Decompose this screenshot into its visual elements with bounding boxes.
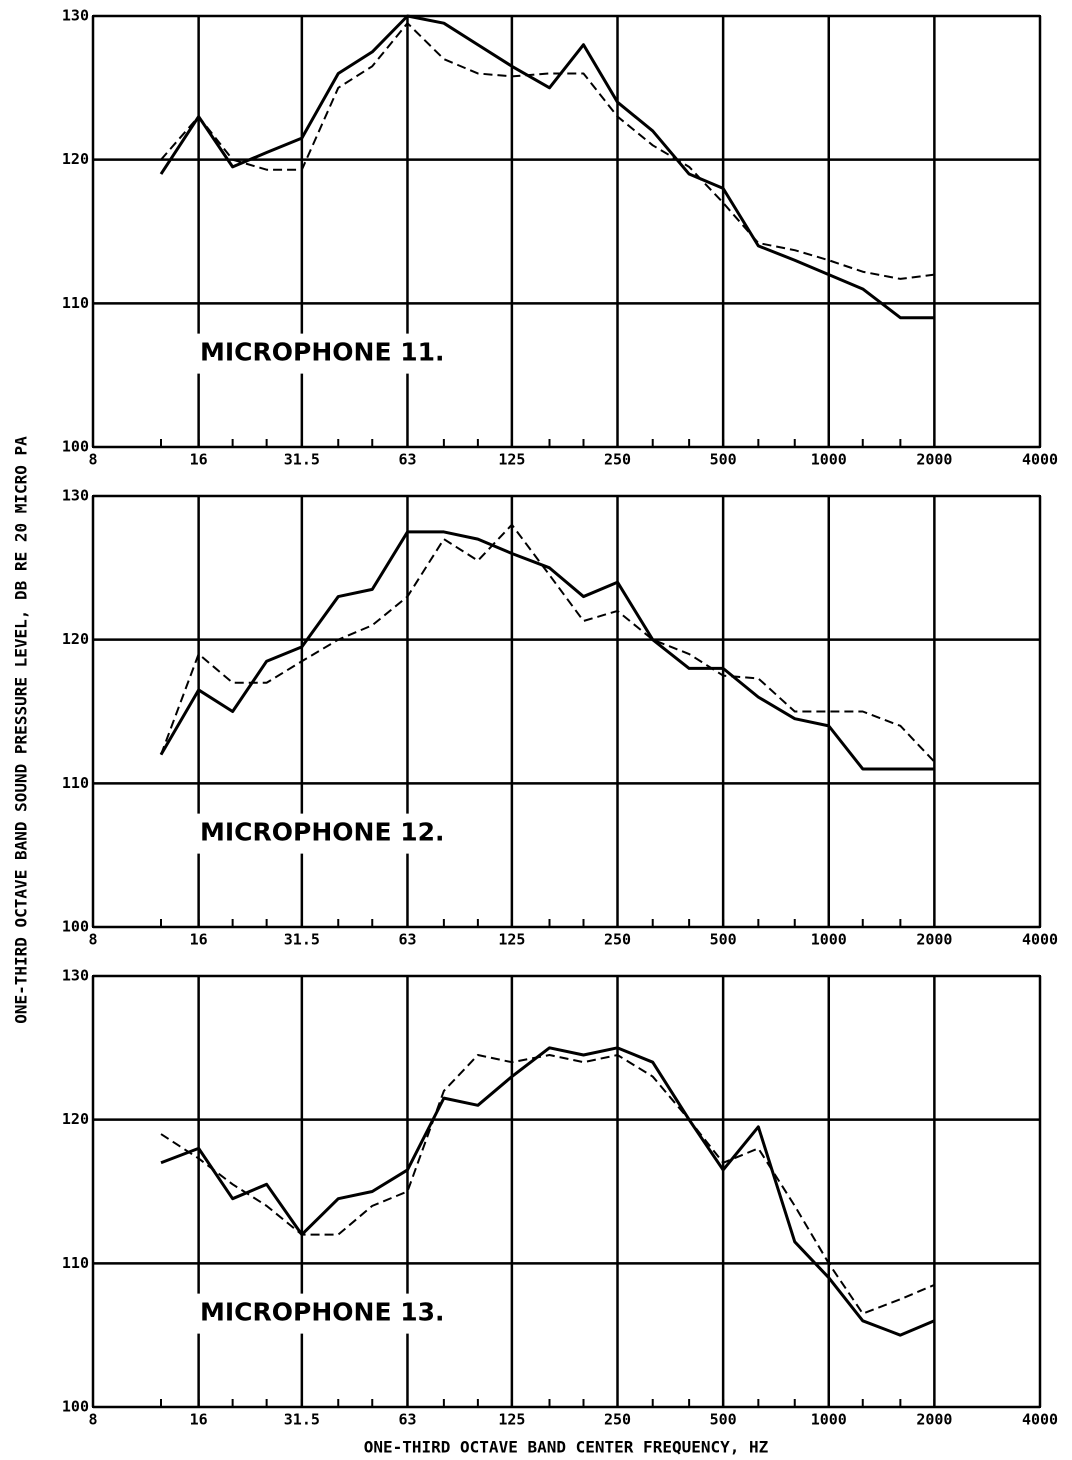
x-tick-label: 31.5 (284, 451, 320, 469)
x-tick-label: 500 (710, 931, 737, 949)
y-tick-label: 110 (62, 294, 89, 312)
x-tick-label: 31.5 (284, 931, 320, 949)
x-tick-label: 16 (190, 1411, 208, 1429)
x-tick-label: 1000 (811, 451, 847, 469)
x-tick-label: 125 (498, 1411, 525, 1429)
y-tick-label: 130 (62, 7, 89, 25)
x-tick-label: 8 (88, 451, 97, 469)
x-tick-label: 4000 (1022, 451, 1058, 469)
y-tick-label: 130 (62, 967, 89, 985)
x-tick-label: 4000 (1022, 1411, 1058, 1429)
y-tick-label: 100 (62, 1398, 89, 1416)
x-tick-label: 125 (498, 931, 525, 949)
data-line (160, 523, 936, 763)
x-tick-label: 250 (604, 1411, 631, 1429)
annotation: MICROPHONE 12. (200, 818, 445, 847)
y-tick-label: 120 (62, 150, 89, 168)
annotation-bg (190, 1293, 470, 1334)
data-line (159, 14, 935, 320)
x-tick-label: 1000 (811, 931, 847, 949)
x-tick-label: 500 (710, 451, 737, 469)
x-tick-label: 250 (604, 451, 631, 469)
data-line (160, 1046, 935, 1337)
y-tick-label: 100 (62, 918, 89, 936)
annotation-bg (190, 813, 470, 854)
x-axis-label: ONE-THIRD OCTAVE BAND CENTER FREQUENCY, … (364, 1438, 769, 1457)
y-tick-label: 110 (62, 774, 89, 792)
y-tick-label: 120 (62, 1110, 89, 1128)
plot-frame (92, 975, 1041, 1408)
data-line (160, 22, 935, 280)
x-tick-label: 63 (398, 931, 416, 949)
x-tick-label: 16 (190, 451, 208, 469)
annotation: MICROPHONE 11. (200, 338, 445, 367)
y-tick-label: 130 (62, 487, 89, 505)
x-tick-label: 2000 (916, 451, 952, 469)
plot-frame (92, 495, 1041, 928)
x-tick-label: 1000 (811, 1411, 847, 1429)
y-tick-label: 120 (62, 630, 89, 648)
x-tick-label: 8 (88, 1411, 97, 1429)
x-tick-label: 63 (398, 1411, 416, 1429)
x-tick-label: 2000 (916, 1411, 952, 1429)
y-tick-label: 100 (62, 438, 89, 456)
annotation-bg (190, 333, 470, 374)
x-tick-label: 2000 (916, 931, 952, 949)
x-tick-label: 31.5 (284, 1411, 320, 1429)
x-tick-label: 250 (604, 931, 631, 949)
x-tick-label: 500 (710, 1411, 737, 1429)
x-tick-label: 8 (88, 931, 97, 949)
x-tick-label: 63 (398, 451, 416, 469)
y-tick-label: 110 (62, 1254, 89, 1272)
plot-frame (92, 15, 1041, 448)
data-line (159, 530, 935, 771)
x-tick-label: 16 (190, 931, 208, 949)
data-line (160, 1054, 935, 1315)
x-tick-label: 125 (498, 451, 525, 469)
y-axis-label: ONE-THIRD OCTAVE BAND SOUND PRESSURE LEV… (12, 436, 31, 1024)
x-tick-label: 4000 (1022, 931, 1058, 949)
annotation: MICROPHONE 13. (200, 1298, 445, 1327)
